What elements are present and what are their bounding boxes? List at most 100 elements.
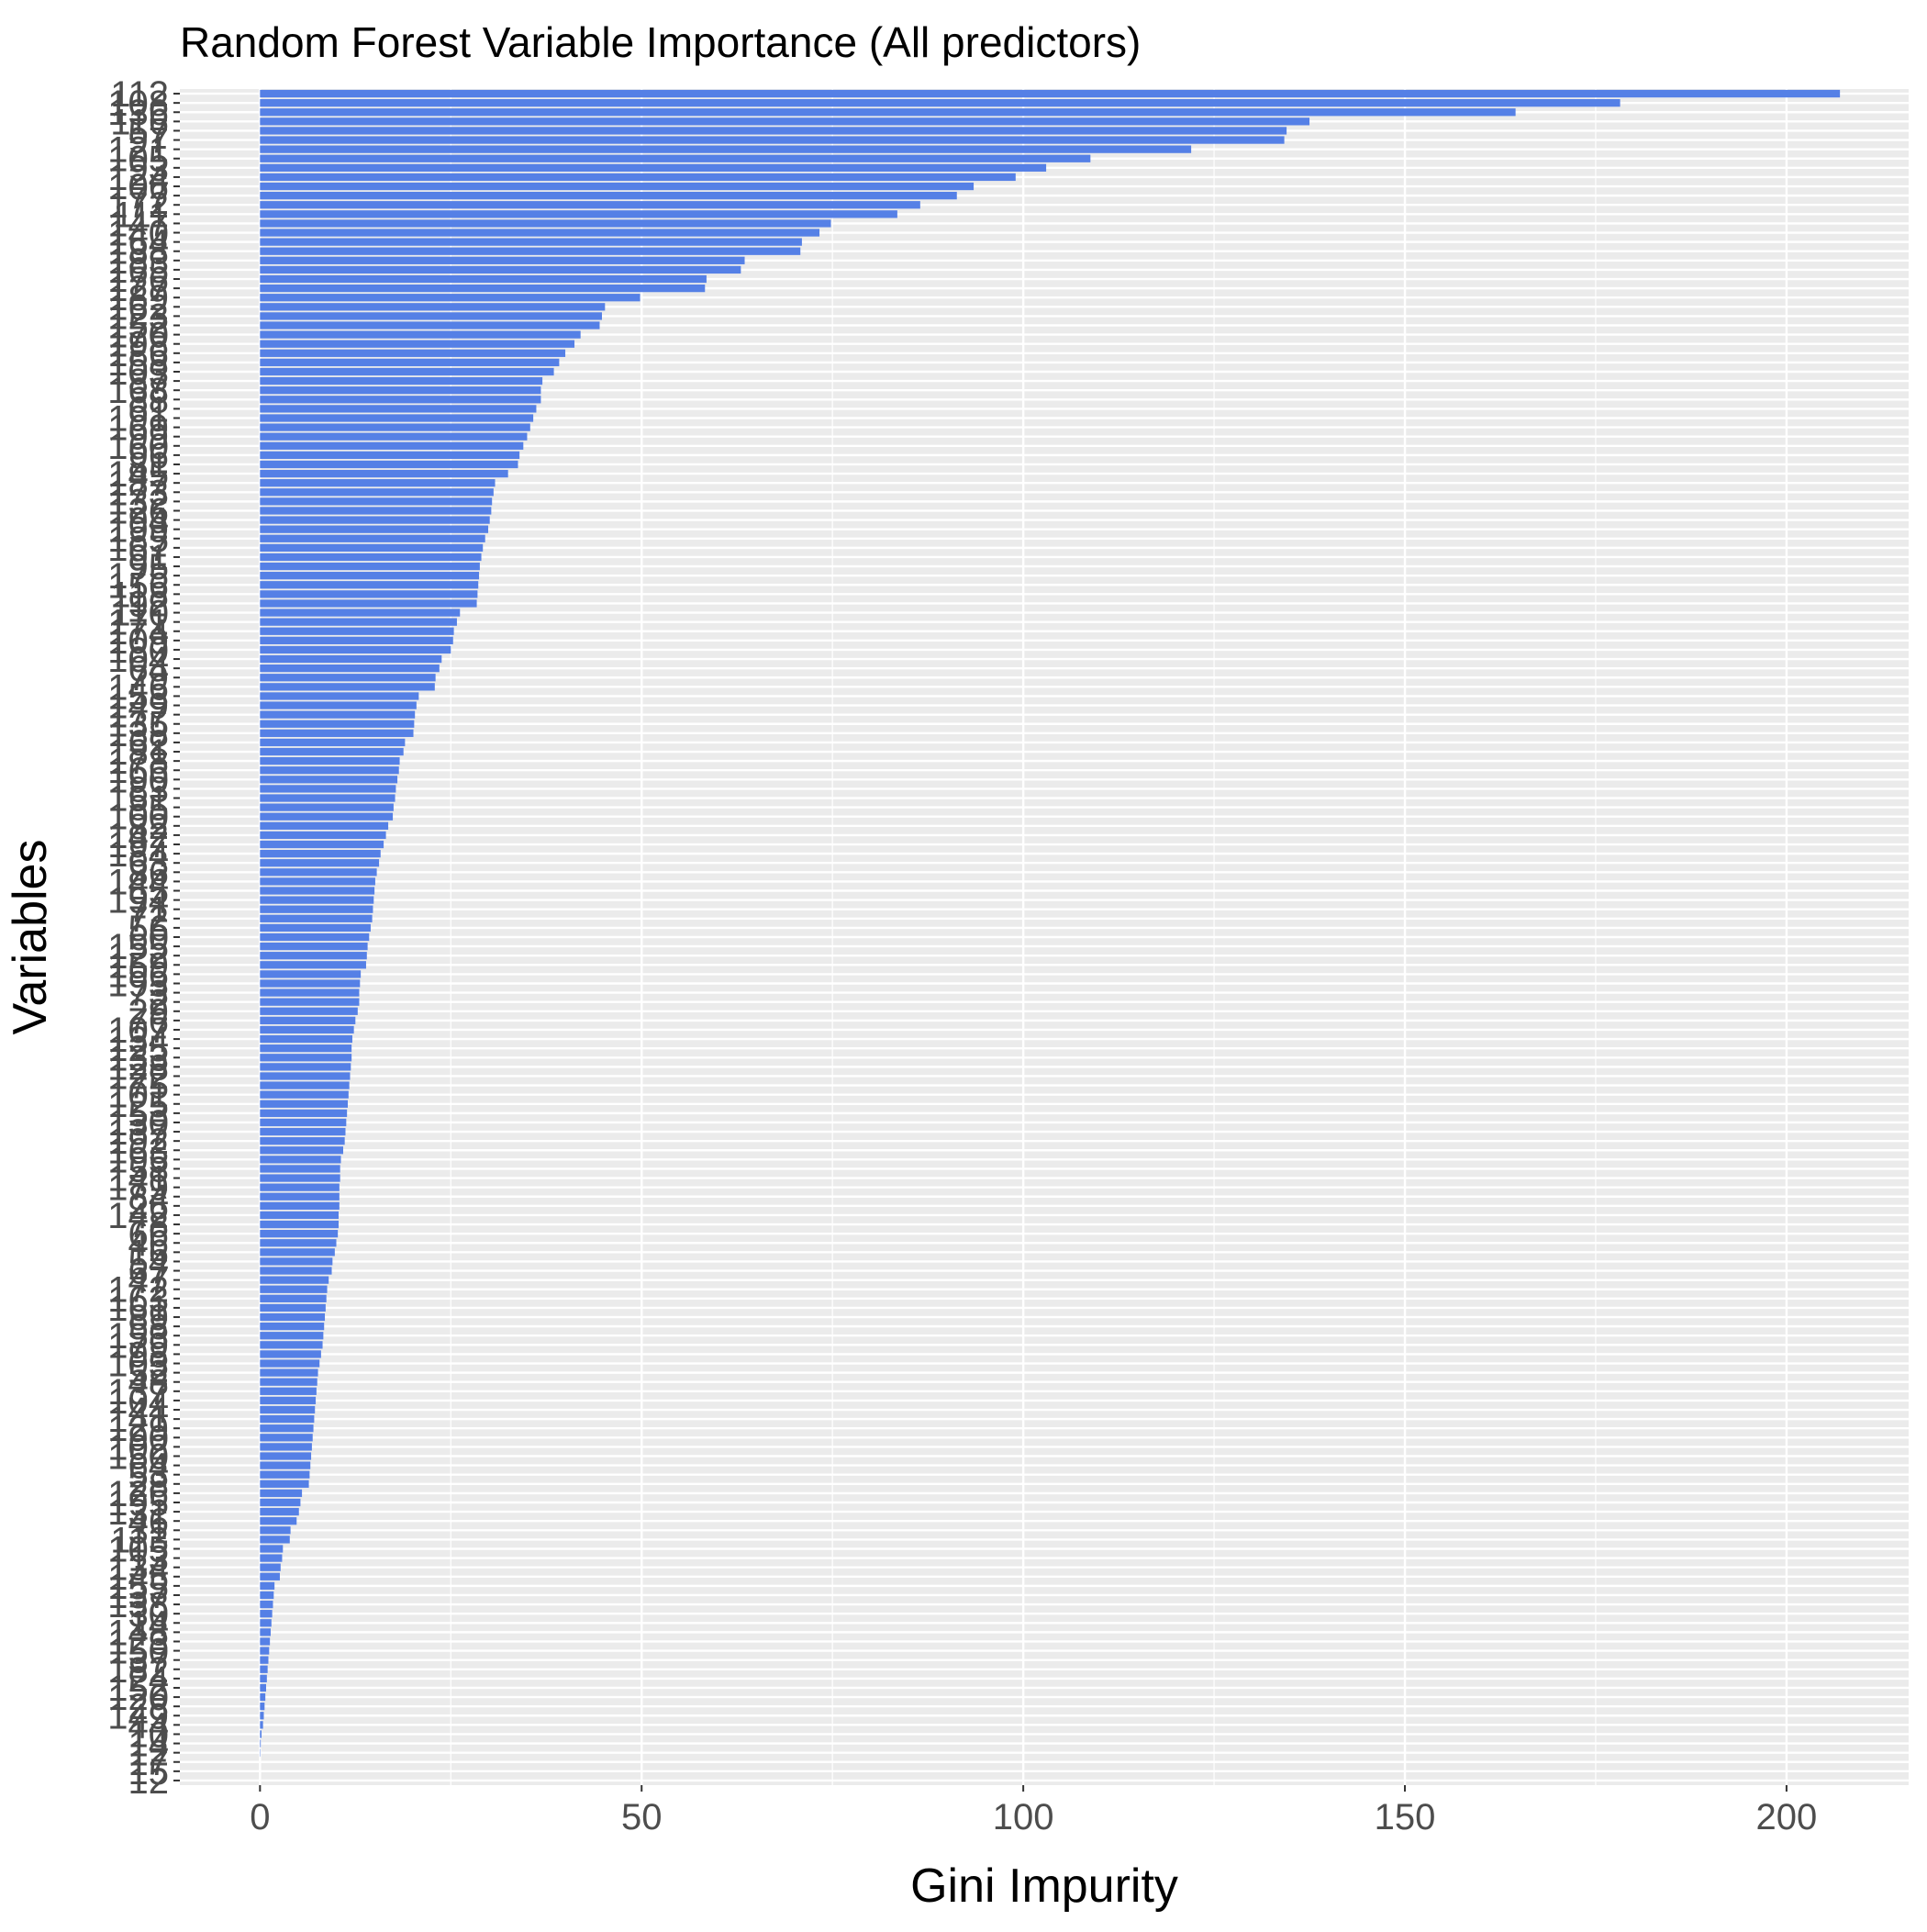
bar (260, 275, 707, 283)
bar (260, 803, 394, 810)
bar (260, 887, 374, 894)
y-tick-label: 12 (128, 1761, 170, 1802)
bar (260, 1054, 351, 1061)
bar (260, 210, 897, 218)
bar (260, 219, 830, 227)
bar (260, 1193, 340, 1201)
bar (260, 970, 361, 977)
bar (260, 1091, 348, 1099)
bar (260, 628, 453, 635)
bar (260, 943, 367, 950)
bar (260, 1424, 313, 1432)
bar (260, 1165, 340, 1172)
bar (260, 1248, 335, 1256)
bar (260, 405, 536, 412)
x-tick-label: 150 (1375, 1797, 1436, 1837)
bar (260, 1313, 325, 1321)
bar (260, 442, 523, 450)
bar (260, 581, 478, 588)
bar (260, 572, 479, 579)
bar (260, 1406, 315, 1413)
bar (260, 1526, 290, 1534)
bar (260, 1184, 340, 1191)
bar (260, 1480, 308, 1488)
bar (260, 906, 373, 913)
bar (260, 924, 371, 932)
bar (260, 1174, 340, 1181)
bar (260, 1304, 326, 1312)
bar (260, 350, 565, 357)
bar (260, 229, 819, 236)
bar (260, 117, 1309, 125)
bar (260, 1675, 266, 1682)
bar (260, 794, 395, 801)
bar (260, 1212, 339, 1219)
bar (260, 266, 741, 274)
bar (260, 1202, 340, 1210)
bar (260, 868, 376, 876)
bar (260, 1490, 302, 1497)
bar (260, 238, 802, 245)
x-tick-label: 0 (250, 1797, 270, 1837)
bar (260, 423, 529, 430)
bar (260, 497, 492, 505)
bar (260, 1332, 323, 1339)
bar (260, 590, 477, 597)
bar (260, 1471, 309, 1479)
bar (260, 748, 403, 755)
bar (260, 1119, 346, 1126)
bar (260, 183, 974, 190)
bar (260, 1276, 329, 1283)
bar (260, 108, 1515, 116)
bar (260, 1230, 338, 1237)
bar (260, 461, 518, 468)
bar (260, 1035, 352, 1043)
bar (260, 710, 415, 718)
bar (260, 368, 553, 375)
bar (260, 757, 399, 765)
bar (260, 850, 380, 857)
bar (260, 1110, 347, 1117)
bar (260, 1499, 300, 1506)
bar (260, 599, 476, 607)
bar (260, 1323, 324, 1330)
bar (260, 1739, 261, 1747)
bar (260, 1415, 314, 1423)
bar (260, 1156, 340, 1163)
bar (260, 1388, 317, 1395)
bar (260, 961, 366, 968)
bar (260, 553, 481, 561)
bar (260, 646, 451, 653)
bar (260, 201, 919, 208)
bar (260, 979, 360, 987)
x-tick-label: 50 (621, 1797, 663, 1837)
bar (260, 516, 489, 523)
bar (260, 396, 540, 403)
bar (260, 535, 485, 542)
x-tick-label: 200 (1756, 1797, 1818, 1837)
bar (260, 1545, 283, 1552)
bar (260, 822, 388, 830)
bar (260, 1647, 269, 1654)
bar (260, 877, 375, 885)
bar (260, 452, 519, 459)
bar (260, 1128, 345, 1135)
bar (260, 257, 744, 264)
bar (260, 1591, 273, 1599)
bar (260, 1434, 312, 1441)
bar (260, 701, 417, 709)
bar (260, 294, 640, 301)
bar (260, 674, 435, 681)
bar (260, 1693, 265, 1701)
bar (260, 1341, 322, 1348)
bar (260, 1452, 311, 1459)
bar (260, 414, 533, 421)
bar (260, 1666, 267, 1673)
bar (260, 507, 491, 514)
bar (260, 664, 439, 672)
bar (260, 248, 800, 255)
bar (260, 526, 488, 533)
x-tick-label: 100 (993, 1797, 1054, 1837)
bar (260, 739, 405, 746)
